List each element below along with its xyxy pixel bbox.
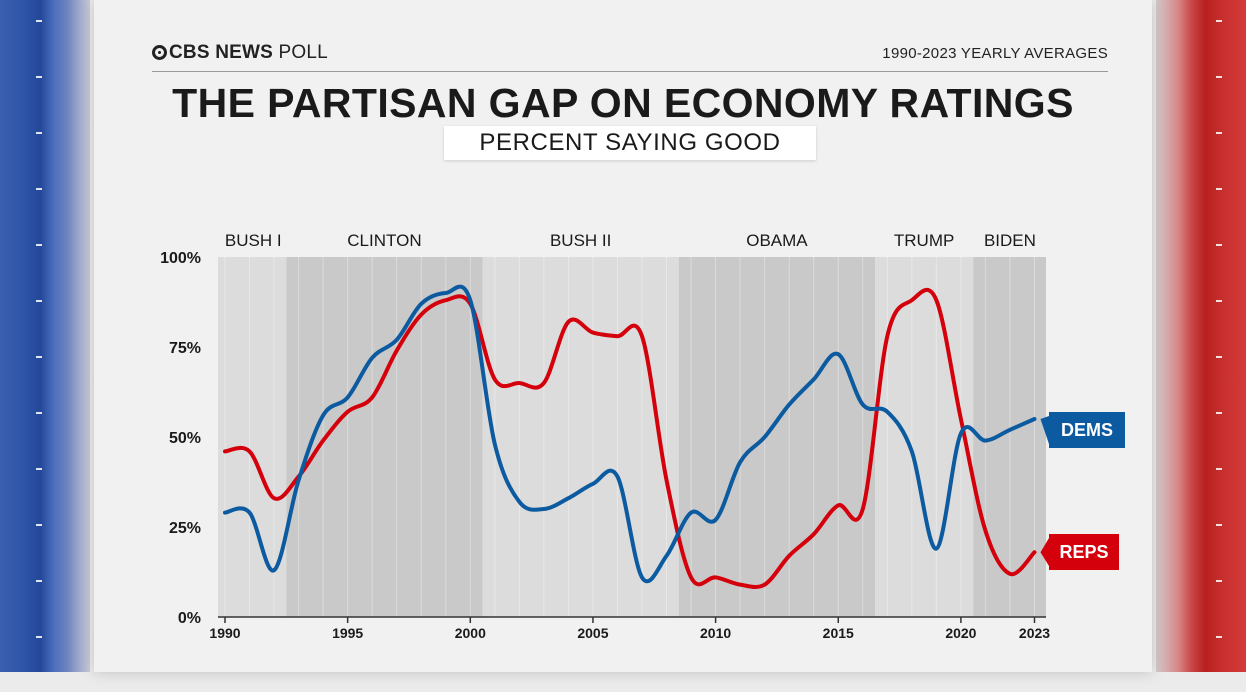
era-label: BIDEN bbox=[984, 231, 1036, 250]
y-tick-label: 100% bbox=[160, 250, 201, 267]
x-tick-label: 2000 bbox=[455, 625, 486, 641]
era-label: BUSH II bbox=[550, 231, 611, 250]
series-tag-label: DEMS bbox=[1061, 420, 1113, 440]
x-tick-label: 2005 bbox=[577, 625, 608, 641]
x-tick-label: 2023 bbox=[1019, 625, 1050, 641]
x-tick-label: 2015 bbox=[823, 625, 854, 641]
era-label: OBAMA bbox=[746, 231, 808, 250]
x-tick-label: 1990 bbox=[209, 625, 240, 641]
x-tick-label: 2020 bbox=[945, 625, 976, 641]
line-chart: BUSH I CLINTON BUSH II OBAMA TRUMP BIDEN 0% 25%… bbox=[0, 0, 1246, 672]
era-band bbox=[483, 257, 679, 617]
x-tick-label: 1995 bbox=[332, 625, 363, 641]
era-band bbox=[286, 257, 482, 617]
y-tick-label: 0% bbox=[178, 610, 201, 627]
y-tick-label: 75% bbox=[169, 340, 201, 357]
x-tick-label: 2010 bbox=[700, 625, 731, 641]
era-label: TRUMP bbox=[894, 231, 954, 250]
y-tick-label: 25% bbox=[169, 520, 201, 537]
y-tick-label: 50% bbox=[169, 430, 201, 447]
era-band bbox=[679, 257, 875, 617]
era-label: BUSH I bbox=[225, 231, 282, 250]
series-tag-label: REPS bbox=[1059, 542, 1108, 562]
era-label: CLINTON bbox=[347, 231, 421, 250]
